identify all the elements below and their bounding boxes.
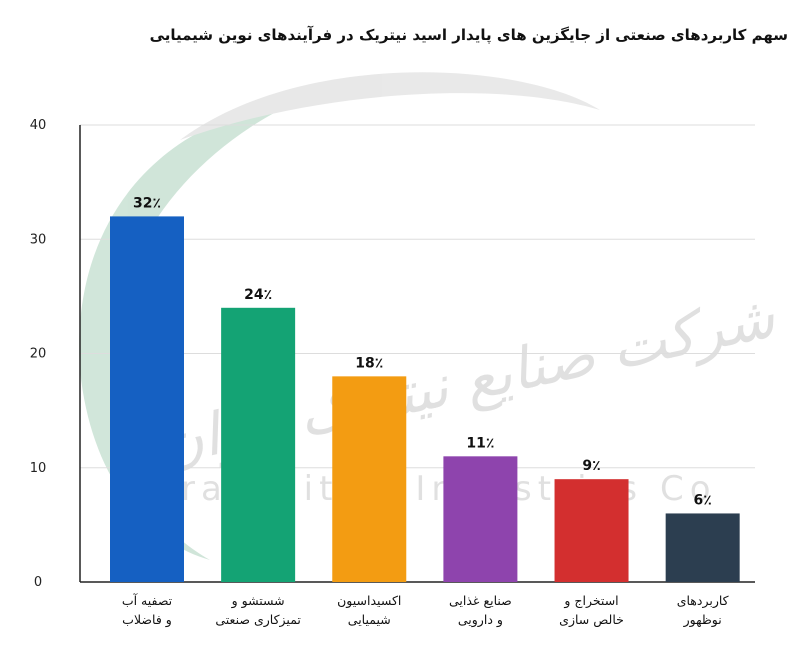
category-labels: تصفیه آب و فاضلاب شستشو و تمیزکاری صنعتی اکس… [122, 593, 729, 628]
x-tick-label: تمیزکاری صنعتی [215, 612, 301, 628]
y-tick-label: 0 [34, 575, 42, 590]
y-axis: 0 10 20 30 40 [30, 118, 755, 590]
x-tick-label: شیمیایی [348, 612, 391, 627]
data-label: 11٪ [466, 435, 494, 451]
grid [80, 124, 755, 469]
data-label: 32٪ [133, 195, 161, 211]
watermark-swoosh [79, 100, 300, 560]
data-label: 24٪ [244, 287, 272, 303]
data-label: 18٪ [355, 355, 383, 371]
bar [221, 307, 296, 582]
y-tick-label: 30 [30, 232, 47, 247]
x-tick-label: نوظهور [683, 612, 722, 628]
y-tick-label: 20 [30, 347, 47, 362]
data-label: 6٪ [694, 492, 712, 508]
x-tick-label: خالص سازی [559, 612, 624, 628]
x-tick-label: کاربردهای [677, 593, 729, 609]
y-tick-label: 10 [30, 461, 47, 476]
bar [443, 456, 518, 582]
x-tick-label: صنایع غذایی [449, 593, 512, 608]
x-tick-label: اکسیداسیون [337, 593, 401, 609]
x-tick-label: و فاضلاب [122, 612, 172, 628]
chart-title: سهم کاربردهای صنعتی از جایگزین های پایدا… [149, 26, 788, 44]
x-tick-label: استخراج و [563, 593, 618, 609]
y-tick-label: 40 [30, 118, 47, 133]
watermark-swoosh-outer [180, 72, 600, 140]
bar [554, 479, 629, 582]
bars [110, 216, 740, 582]
data-label: 9٪ [582, 458, 600, 474]
bar [110, 216, 184, 582]
watermark: شرکت صنایع نیتریک ایران Iran Nitric Indu… [79, 72, 782, 560]
x-tick-label: تصفیه آب [122, 593, 173, 608]
x-tick-label: و دارویی [458, 612, 503, 628]
bar [332, 376, 407, 582]
bar [665, 513, 740, 582]
value-labels: 32٪ 24٪ 18٪ 11٪ 9٪ 6٪ [133, 195, 712, 508]
x-tick-label: شستشو و [231, 593, 285, 609]
